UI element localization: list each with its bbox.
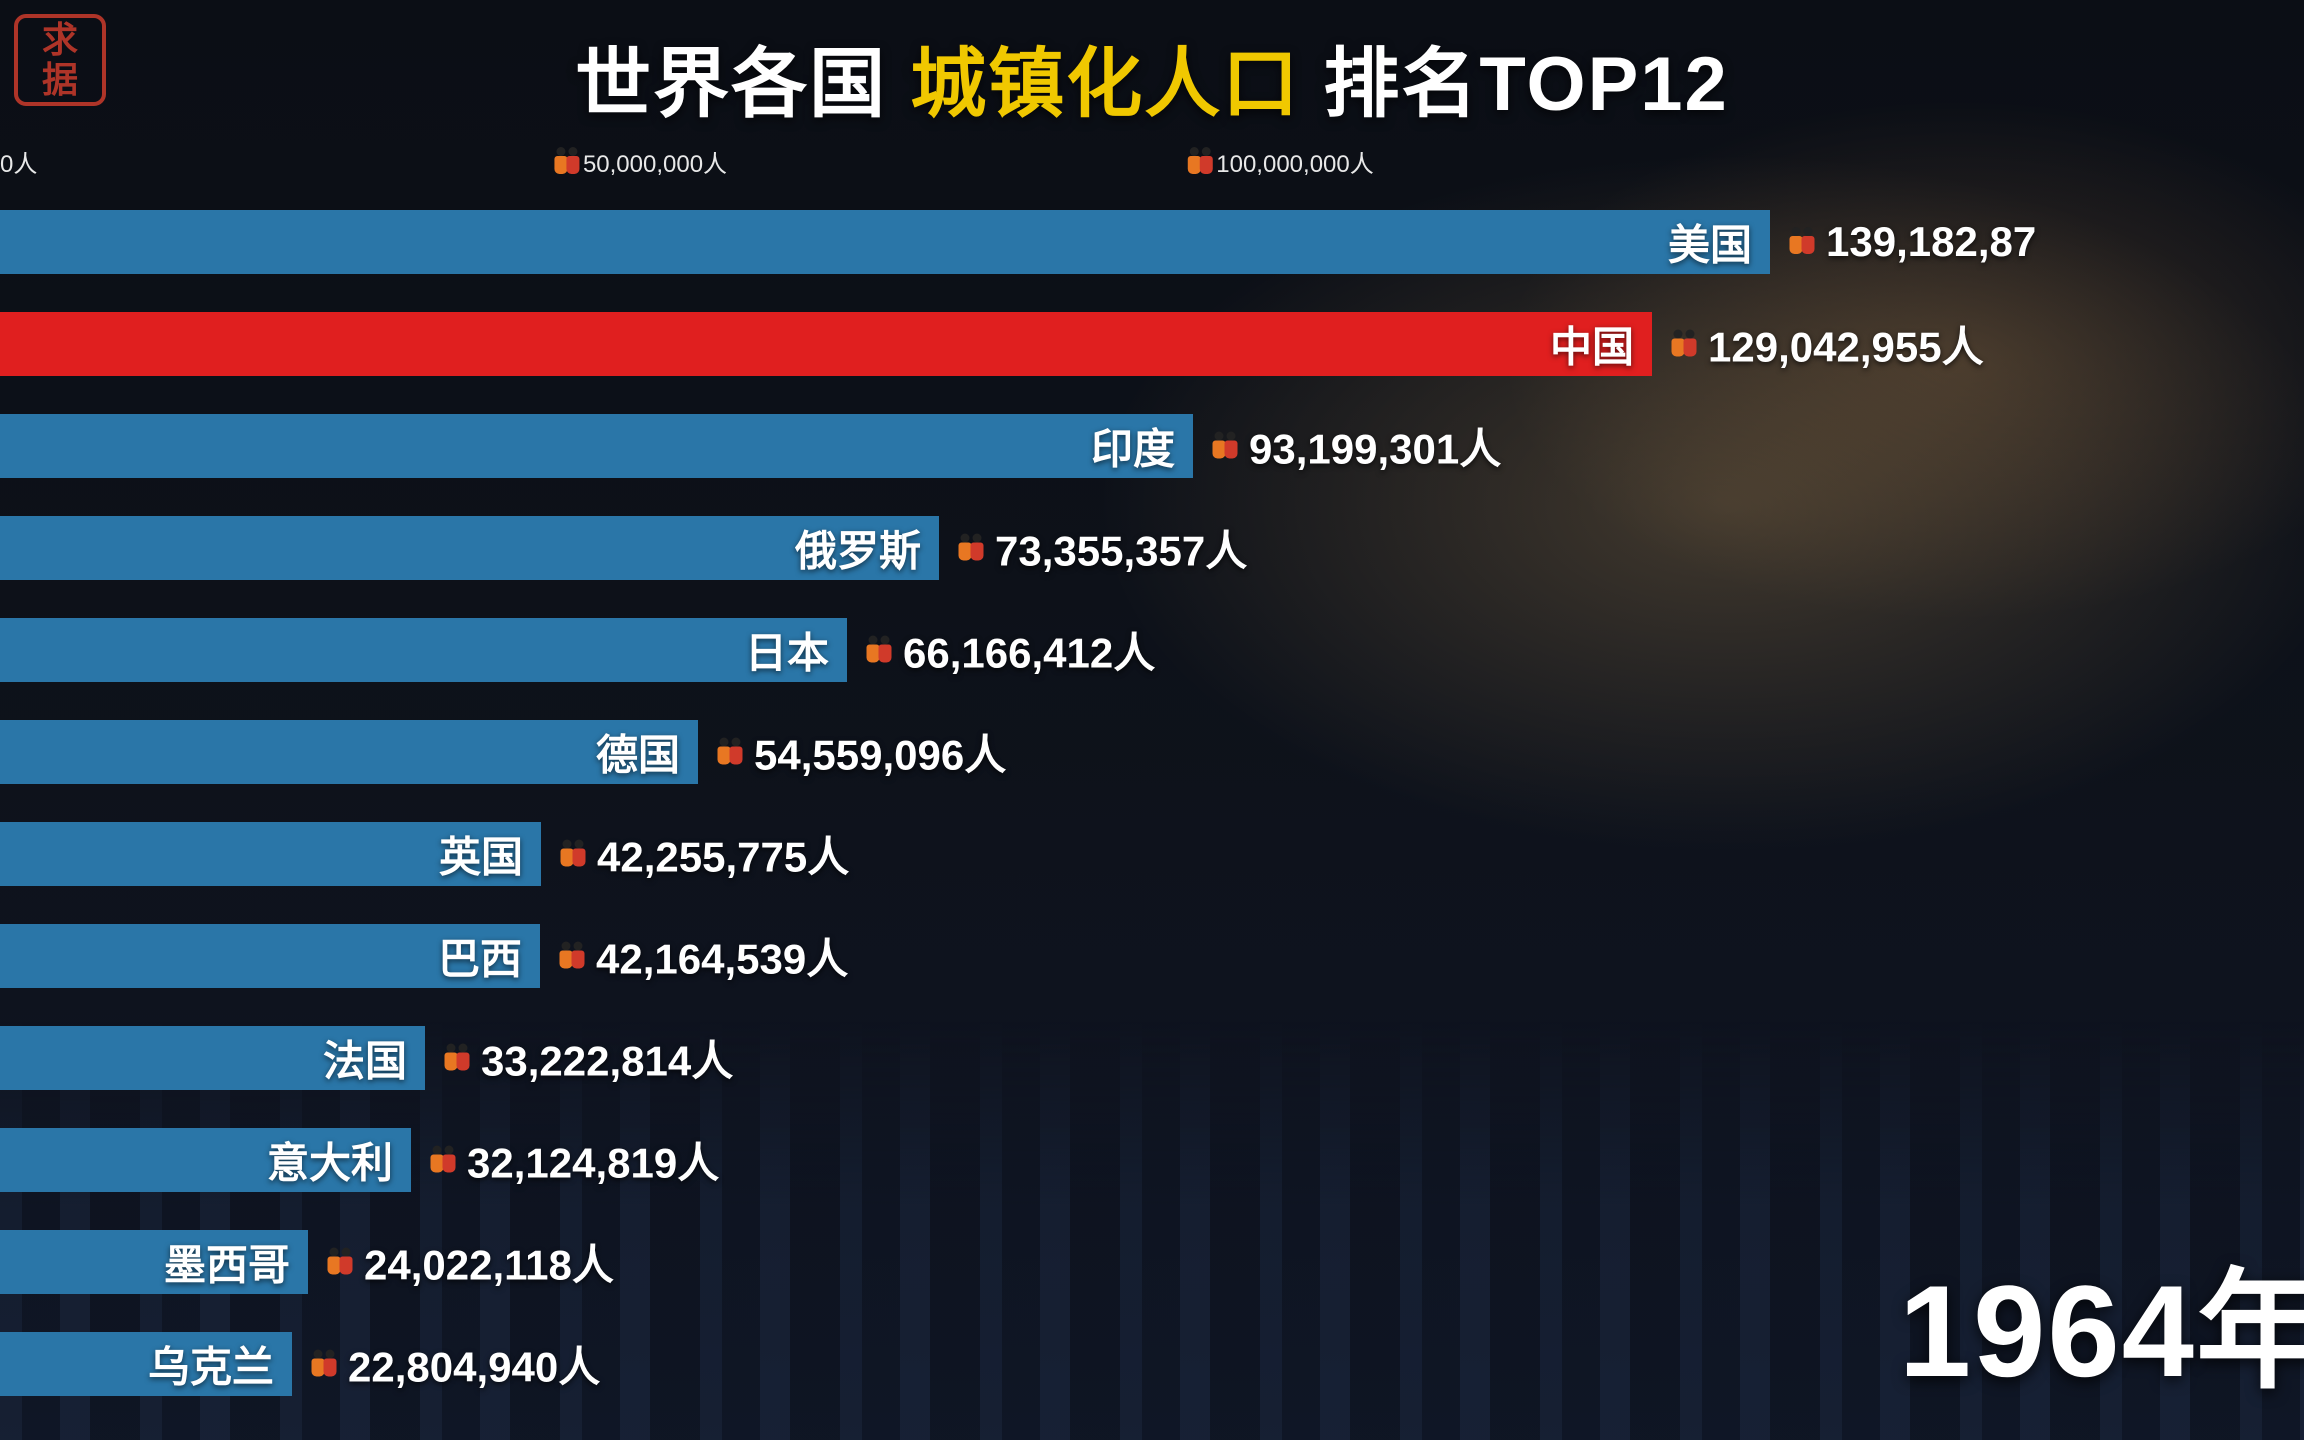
title-suffix: 排名TOP12 [1300, 42, 1729, 127]
bar-row: 日本 66,166,412人 [0, 604, 2304, 696]
axis-tick: 100,000,000人 [1186, 144, 1373, 179]
value-label: 139,182,87 [1788, 218, 2036, 266]
people-icon [429, 1145, 453, 1175]
country-label: 巴西 [438, 926, 522, 987]
people-icon [559, 839, 583, 869]
value-label: 42,164,539人 [558, 926, 848, 987]
country-label: 俄罗斯 [795, 518, 921, 579]
value-label: 54,559,096人 [716, 722, 1006, 783]
country-label: 日本 [745, 620, 829, 681]
people-icon [716, 737, 740, 767]
country-label: 乌克兰 [148, 1334, 274, 1395]
value-label: 129,042,955人 [1670, 314, 1984, 375]
bar [0, 312, 1652, 376]
value-label: 22,804,940人 [310, 1334, 600, 1395]
x-axis: 0人 50,000,000人 100,000,000人 [0, 144, 2304, 176]
people-icon [865, 635, 889, 665]
people-icon [1670, 329, 1694, 359]
bar-row: 法国 33,222,814人 [0, 1012, 2304, 1104]
value-label: 32,124,819人 [429, 1130, 719, 1191]
country-label: 德国 [596, 722, 680, 783]
value-label: 66,166,412人 [865, 620, 1155, 681]
country-label: 墨西哥 [164, 1232, 290, 1293]
country-label: 中国 [1550, 314, 1634, 375]
bar-row: 英国 42,255,775人 [0, 808, 2304, 900]
people-icon [326, 1247, 350, 1277]
bar-row: 中国 129,042,955人 [0, 298, 2304, 390]
value-label: 24,022,118人 [326, 1232, 614, 1293]
people-icon [1186, 147, 1210, 177]
bar [0, 414, 1193, 478]
country-label: 印度 [1091, 416, 1175, 477]
people-icon [1211, 431, 1235, 461]
axis-tick: 0人 [0, 144, 37, 179]
axis-tick: 50,000,000人 [553, 144, 727, 179]
title-prefix: 世界各国 [575, 42, 910, 127]
country-label: 意大利 [267, 1130, 393, 1191]
bar-row: 印度 93,199,301人 [0, 400, 2304, 492]
bar-row: 美国 139,182,87 [0, 196, 2304, 288]
value-label: 33,222,814人 [443, 1028, 733, 1089]
bar [0, 618, 847, 682]
country-label: 法国 [323, 1028, 407, 1089]
value-label: 93,199,301人 [1211, 416, 1501, 477]
people-icon [957, 533, 981, 563]
bar [0, 210, 1770, 274]
country-label: 美国 [1668, 212, 1752, 273]
year-indicator: 1964年 [1899, 1226, 2304, 1414]
value-label: 42,255,775人 [559, 824, 849, 885]
people-icon [443, 1043, 467, 1073]
value-label: 73,355,357人 [957, 518, 1247, 579]
country-label: 英国 [439, 824, 523, 885]
people-icon [1788, 227, 1812, 257]
bar-row: 巴西 42,164,539人 [0, 910, 2304, 1002]
bar-row: 俄罗斯 73,355,357人 [0, 502, 2304, 594]
people-icon [553, 147, 577, 177]
bar-row: 德国 54,559,096人 [0, 706, 2304, 798]
bar [0, 720, 698, 784]
chart-title: 世界各国 城镇化人口 排名TOP12 [0, 22, 2304, 132]
people-icon [310, 1349, 334, 1379]
people-icon [558, 941, 582, 971]
bar-row: 意大利 32,124,819人 [0, 1114, 2304, 1206]
title-highlight: 城镇化人口 [910, 42, 1300, 127]
